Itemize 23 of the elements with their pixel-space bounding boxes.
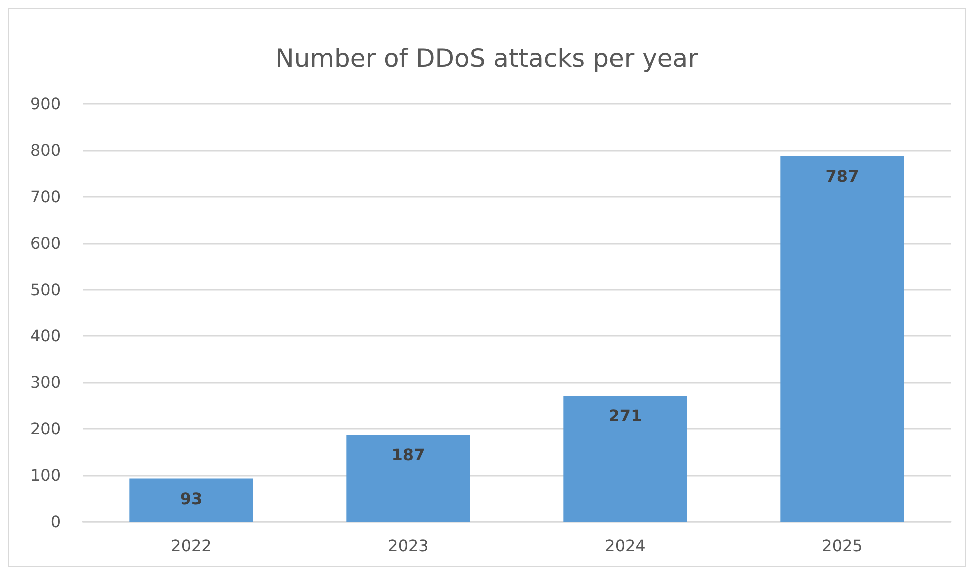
bar [346,435,470,522]
y-tick-label: 600 [30,234,61,253]
x-tick-label: 2024 [605,536,646,556]
chart-title: Number of DDoS attacks per year [276,44,700,73]
data-label: 271 [608,406,642,426]
data-label: 787 [826,166,860,186]
y-tick-label: 500 [30,280,61,300]
y-tick-label: 700 [30,187,61,206]
y-tick-label: 300 [30,373,61,392]
bar [564,396,688,522]
y-tick-label: 100 [30,466,61,486]
data-label: 93 [180,489,203,508]
x-tick-label: 2025 [822,536,863,556]
x-tick-label: 2023 [388,536,429,556]
y-tick-label: 800 [30,140,61,160]
data-label: 187 [392,446,426,465]
bar [780,156,904,522]
y-tick-label: 200 [30,420,61,439]
x-tick-label: 2022 [171,536,212,556]
bar [130,478,254,522]
y-tick-label: 0 [50,512,61,532]
y-tick-label: 400 [30,326,61,346]
y-tick-label: 900 [30,94,61,114]
